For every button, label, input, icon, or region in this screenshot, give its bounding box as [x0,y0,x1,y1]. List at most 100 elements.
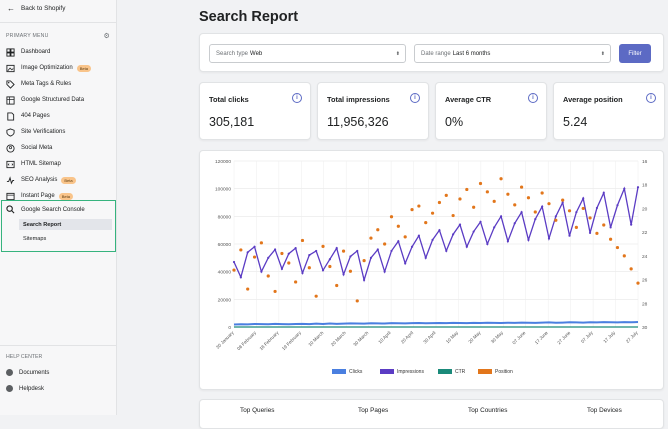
impressions-point [486,242,489,246]
y-left-tick-label: 120000 [215,159,231,165]
y-right-tick-label: 22 [642,230,648,236]
impressions-point [404,262,407,265]
x-tick-label: 07 July [580,330,594,344]
impressions-point [260,270,263,273]
info-icon[interactable]: i [528,93,538,103]
tab-top-devices[interactable]: Top Devices [587,407,622,414]
position-point [321,244,325,248]
y-left-tick-label: 60000 [218,242,232,248]
sidebar-item-dashboard[interactable]: Dashboard [0,44,116,60]
stat-card-average-position: Average position i 5.24 [553,82,665,140]
position-point [526,196,531,200]
impressions-point [520,211,523,214]
sidebar-subitem-search-report[interactable]: Search Report [19,219,112,230]
tag-icon [6,79,15,89]
position-point [424,221,428,225]
info-icon[interactable]: i [410,93,420,103]
position-point [485,190,489,194]
position-point [348,269,353,273]
position-point [410,208,414,212]
image-icon [6,64,15,73]
impressions-point [369,256,373,259]
position-point [335,283,339,288]
sidebar-item-social-meta[interactable]: Social Meta [0,140,116,156]
search-type-label: Search type [216,50,249,57]
sidebar-item-404-pages[interactable]: 404 Pages [0,108,116,124]
y-right-tick-label: 24 [642,254,648,260]
gsc-highlight-box [1,200,116,252]
sidebar-item-meta-tags-rules[interactable]: Meta Tags & Rules [0,76,116,92]
filter-button[interactable]: Filter [619,44,651,63]
impressions-point [595,206,599,210]
position-point [444,193,448,197]
back-label: Back to Shopify [21,5,66,12]
info-icon[interactable]: i [646,93,656,103]
x-tick-label: 20 May [467,330,482,345]
x-tick-label: 17 July [602,330,616,344]
tab-top-pages[interactable]: Top Pages [358,407,389,414]
help-item-label: Documents [19,369,50,376]
legend-label: Clicks [349,369,363,375]
date-range-select[interactable]: Date range Last 6 months ⬍ [414,44,611,63]
position-point [314,294,318,298]
sidebar-item-image-optimization[interactable]: Image Optimization Beta [0,60,116,76]
sidebar-item-google-structured-data[interactable]: Google Structured Data [0,92,116,108]
position-point [499,177,503,181]
impressions-point [513,222,516,225]
position-point [300,238,305,243]
position-point [437,200,442,205]
page-title: Search Report [199,9,299,25]
sidebar-item-html-sitemap[interactable]: HTML Sitemap [0,156,116,172]
search-icon [6,205,15,214]
sidebar-item-google-search-console[interactable]: Google Search Console [6,205,85,214]
position-point [307,266,311,270]
divider [0,345,116,346]
info-icon[interactable]: i [292,93,302,103]
sidebar-item-label: HTML Sitemap [21,161,61,167]
position-point [389,215,394,219]
impressions-point [616,204,619,207]
social-icon [6,143,15,153]
impressions-point [623,187,626,190]
impressions-point [246,251,249,254]
help-item-helpdesk[interactable]: Helpdesk [6,385,44,392]
sidebar-item-site-verifications[interactable]: Site Verifications [0,124,116,140]
position-point [540,191,544,195]
impressions-point [465,245,468,248]
sidebar-item-label: Google Structured Data [21,97,85,103]
search-type-select[interactable]: Search type Web ⬍ [209,44,406,63]
position-point [615,245,620,250]
sidebar-subitem-sitemaps[interactable]: Sitemaps [23,235,47,242]
dashboard-icon [6,47,15,57]
tab-top-queries[interactable]: Top Queries [240,407,275,414]
sidebar-item-label: Dashboard [21,49,51,55]
main-content: Search Report Search type Web ⬍ Date ran… [117,0,668,429]
position-point [581,206,585,211]
impressions-point [479,220,482,223]
gear-icon[interactable]: ⚙ [103,33,110,40]
structured-data-icon [6,95,15,105]
help-item-documents[interactable]: Documents [6,369,49,376]
beta-badge: Beta [76,64,91,72]
back-to-shopify-link[interactable]: ← Back to Shopify [7,4,65,13]
sidebar-item-instant-page[interactable]: Instant Page Beta [0,188,116,204]
impressions-point [232,260,236,264]
sidebar-item-seo-analysis[interactable]: SEO Analysis Beta [0,172,116,188]
position-point [328,264,332,269]
impressions-point [363,278,366,282]
date-range-label: Date range [421,50,451,57]
position-point [588,216,592,220]
impressions-point [493,226,496,229]
x-tick-label: 30 March [352,330,369,347]
impressions-point [397,240,400,243]
position-point [547,202,551,206]
position-point [636,281,640,285]
x-tick-label: 30 April [422,330,436,344]
sitemap-icon [6,160,15,169]
tab-top-countries[interactable]: Top Countries [468,407,508,414]
impressions-point [280,267,284,270]
legend-swatch [438,369,452,374]
select-caret-icon: ⬍ [600,50,605,57]
impressions-point [602,191,605,194]
y-left-tick-label: 80000 [218,214,232,220]
